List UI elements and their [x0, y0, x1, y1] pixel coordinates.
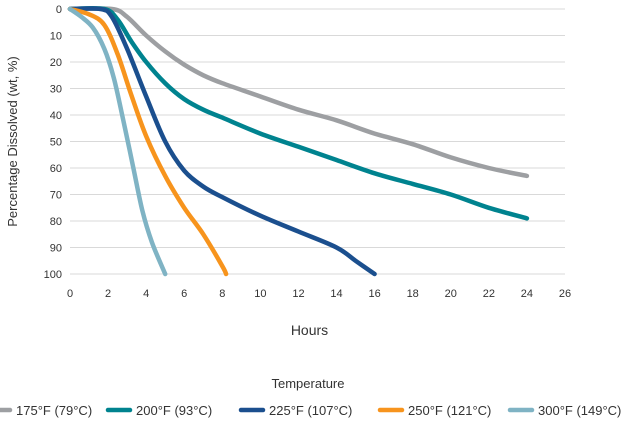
- y-tick-label: 80: [50, 216, 62, 228]
- y-tick-label: 40: [50, 110, 62, 122]
- series-line-0: [67, 6, 530, 179]
- x-tick-label: 18: [407, 288, 419, 300]
- x-tick-label: 14: [330, 288, 342, 300]
- y-tick-label: 10: [50, 31, 62, 43]
- x-tick-label: 24: [521, 288, 533, 300]
- legend-label: 200°F (93°C): [136, 403, 212, 418]
- y-tick-label: 60: [50, 163, 62, 175]
- legend-label: 225°F (107°C): [269, 403, 352, 418]
- y-tick-label: 0: [56, 4, 62, 16]
- y-tick-label: 70: [50, 190, 62, 202]
- y-axis-label: Percentage Dissolved (wt, %): [5, 56, 20, 227]
- series-lines: [67, 5, 530, 277]
- legend-label: 300°F (149°C): [538, 403, 621, 418]
- legend: 175°F (79°C) 200°F (93°C) 225°F (107°C) 250…: [0, 403, 621, 418]
- x-tick-label: 20: [445, 288, 457, 300]
- y-tick-label: 90: [50, 243, 62, 255]
- series-line-3: [67, 6, 229, 277]
- y-tick-label: 100: [44, 269, 62, 281]
- y-tick-label: 30: [50, 84, 62, 96]
- legend-label: 175°F (79°C): [16, 403, 92, 418]
- legend-label: 250°F (121°C): [408, 403, 491, 418]
- series-line-1: [67, 5, 530, 221]
- x-tick-label: 0: [67, 288, 73, 300]
- x-tick-label: 16: [368, 288, 380, 300]
- y-tick-label: 50: [50, 137, 62, 149]
- x-tick-label: 22: [483, 288, 495, 300]
- x-tick-label: 2: [105, 288, 111, 300]
- grid: [70, 8, 565, 275]
- series-line-4: [67, 6, 168, 277]
- x-tick-label: 26: [559, 288, 571, 300]
- x-tick-label: 12: [292, 288, 304, 300]
- legend-title: Temperature: [272, 376, 345, 391]
- x-tick-label: 4: [143, 288, 149, 300]
- series-line-2: [67, 6, 377, 277]
- x-tick-label: 8: [219, 288, 225, 300]
- x-axis-label: Hours: [291, 322, 328, 338]
- y-tick-label: 20: [50, 57, 62, 69]
- x-tick-label: 6: [181, 288, 187, 300]
- x-tick-label: 10: [254, 288, 266, 300]
